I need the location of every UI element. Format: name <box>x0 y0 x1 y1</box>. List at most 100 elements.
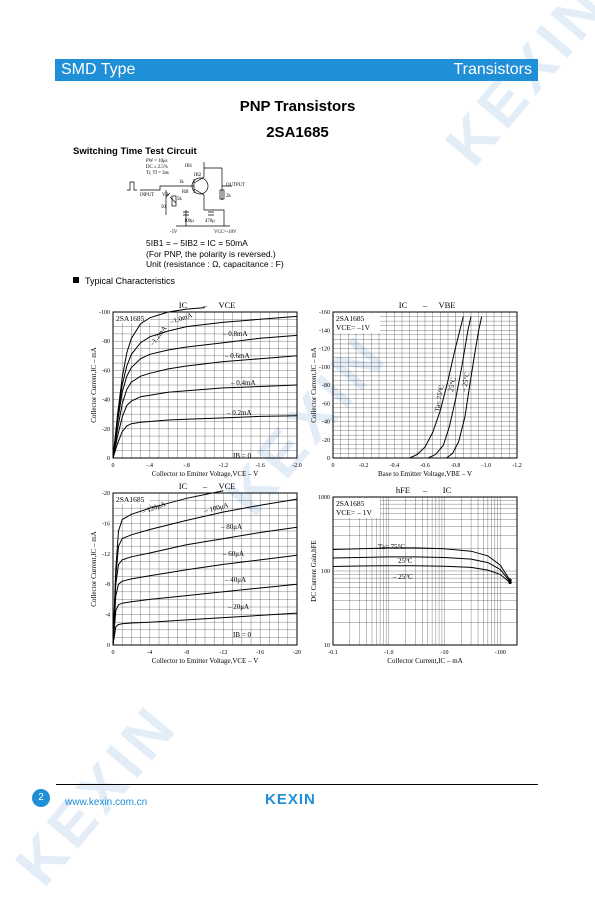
footer-url[interactable]: www.kexin.com.cn <box>65 797 148 808</box>
chart-title-b: VCE <box>219 481 236 491</box>
y-axis-label: Collector Current,IC – mA <box>310 347 318 422</box>
x-tick-label: 0 <box>332 463 335 469</box>
header-category: Transistors <box>453 61 532 78</box>
x-tick-label: -12 <box>219 650 227 656</box>
condition-label: VCE= –1V <box>336 323 371 332</box>
chart-title-dash: – <box>202 300 208 310</box>
chart-title-dash: – <box>202 481 208 491</box>
x-axis-label: Collector to Emitter Voltage,VCE – V <box>152 657 259 665</box>
x-tick-label: -.4 <box>147 463 154 469</box>
chart-1: 0 -.4 -.8 -1.2 -1.6 -2.0 0 -20 -40 -60 -80 -100 Coll… <box>90 300 302 478</box>
curve-label: IB = 0 <box>233 631 251 639</box>
legend-box <box>114 313 150 323</box>
part-number: 2SA1685 <box>266 124 329 141</box>
chart-title-dash: – <box>422 300 428 310</box>
series-line <box>112 526 298 646</box>
series-line <box>112 315 298 459</box>
y-tick-label: -120 <box>319 347 330 353</box>
curve-label: – 100μA <box>203 501 230 515</box>
chart-2: 0 -0.2 -0.4 -0.6 -0.8 -1.0 -1.2 0 -20 -40 -60 -80 -1… <box>310 300 522 478</box>
x-axis-label: Collector to Emitter Voltage,VCE – V <box>152 470 259 478</box>
x-tick-label: -.8 <box>183 463 190 469</box>
chart-grid <box>113 312 297 458</box>
curve-label: – 20μA <box>227 603 249 611</box>
series-line <box>409 316 464 459</box>
chart-title-b: VBE <box>439 300 456 310</box>
curve-label: – 0.4mA <box>230 379 256 387</box>
chart-title-a: hFE <box>396 485 410 495</box>
curve-label: – 60μA <box>222 550 244 558</box>
curve-label: –1.0mA <box>168 311 193 326</box>
chart-title-a: IC <box>179 300 188 310</box>
x-tick-label: 0 <box>112 650 115 656</box>
x-axis-label: Collector Current,IC – mA <box>387 657 462 665</box>
x-tick-label: -1.2 <box>219 463 229 469</box>
chart-title-b: VCE <box>219 300 236 310</box>
y-tick-label: -60 <box>102 368 110 374</box>
y-tick-label: 0 <box>327 456 330 462</box>
part-label: 2SA1685 <box>336 499 365 508</box>
curve-label: – 25°C <box>460 371 472 393</box>
series-line <box>112 498 298 646</box>
y-tick-label: 1000 <box>318 495 330 501</box>
x-tick-label: -100 <box>495 650 506 656</box>
curve-label: 25°C <box>447 376 457 392</box>
y-tick-label: -140 <box>319 328 330 334</box>
x-tick-label: -1.0 <box>482 463 492 469</box>
curve-label: IB = 0 <box>233 452 251 460</box>
switching-notes: 5IB1 = – 5IB2 = IC = 50mA (For PNP, the … <box>146 238 284 270</box>
series-line <box>112 384 298 459</box>
y-tick-label: -16 <box>102 521 110 527</box>
series-line <box>112 334 298 459</box>
bullet-square-icon <box>73 277 79 283</box>
legend-box <box>334 313 380 333</box>
y-tick-label: -80 <box>322 383 330 389</box>
switching-note-units: Unit (resistance : Ω, capacitance : F) <box>146 259 284 269</box>
y-tick-label: -40 <box>102 398 110 404</box>
y-tick-label: -8 <box>105 582 110 588</box>
switching-heading: Switching Time Test Circuit <box>73 146 197 157</box>
switching-note-current: 5IB1 = – 5IB2 = IC = 50mA <box>146 238 248 248</box>
y-tick-label: -80 <box>102 339 110 345</box>
footer-divider <box>56 784 538 785</box>
x-tick-label: -0.2 <box>359 463 369 469</box>
x-tick-label: -0.4 <box>390 463 400 469</box>
series-line <box>332 565 511 583</box>
kexin-logo: KEXIN <box>265 791 316 808</box>
characteristics-charts: 0 -.4 -.8 -1.2 -1.6 -2.00-20-40-60-80-100Coll… <box>90 300 522 665</box>
y-tick-label: 10 <box>324 643 330 649</box>
series-line <box>112 415 298 459</box>
chart-title-a: IC <box>179 481 188 491</box>
x-tick-label: -1.6 <box>255 463 265 469</box>
y-axis-label: Collector Current,IC – mA <box>90 531 98 606</box>
series-line <box>112 307 206 459</box>
typical-characteristics-heading: Typical Characteristics <box>73 276 175 286</box>
y-tick-label: 0 <box>107 456 110 462</box>
header-type: SMD Type <box>61 61 136 78</box>
chart-3: 0 -4 -8 -12 -16 -20 0 -4 -8 -12 -16 -20 Collector to… <box>90 481 301 665</box>
curve-label: 25°C <box>398 557 413 565</box>
series-line <box>446 316 483 459</box>
chart-title-a: IC <box>399 300 408 310</box>
part-label: 2SA1685 <box>116 495 145 504</box>
legend-box <box>114 494 150 504</box>
y-tick-label: -20 <box>102 427 110 433</box>
page-title: PNP Transistors <box>239 98 356 115</box>
series-line <box>427 316 472 459</box>
x-axis-label: Base to Emitter Voltage,VBE – V <box>378 470 472 478</box>
series-line <box>112 583 298 646</box>
chart-title-dash: – <box>422 485 428 495</box>
series-line <box>112 355 298 459</box>
y-tick-label: -12 <box>102 552 110 558</box>
curve-label: – 0.8mA <box>222 330 248 338</box>
y-axis-label: Collector Current,IC – mA <box>90 347 98 422</box>
y-tick-label: -20 <box>102 491 110 497</box>
x-tick-label: -0.1 <box>328 650 338 656</box>
series-line <box>112 554 298 646</box>
x-tick-label: -16 <box>256 650 264 656</box>
x-tick-label: 0 <box>112 463 115 469</box>
y-axis-label: DC Current Gain,hFE <box>310 540 318 602</box>
series-line <box>332 547 511 581</box>
y-tick-label: 0 <box>107 643 110 649</box>
part-label: 2SA1685 <box>116 314 145 323</box>
